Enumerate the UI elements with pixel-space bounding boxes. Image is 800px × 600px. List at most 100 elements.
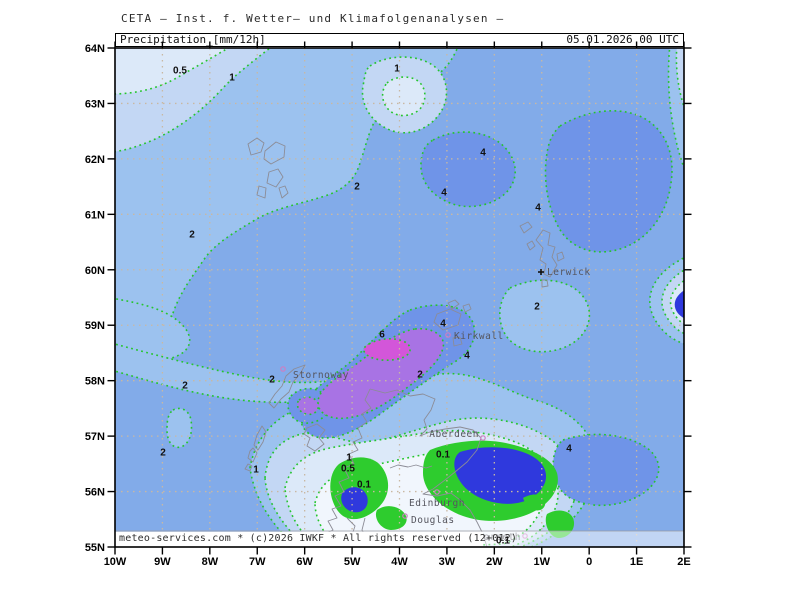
city-marker [280,366,286,372]
lon-tick-label: 1E [630,556,643,568]
map-graphic [253,425,267,451]
lat-tick-label: 59N [85,320,105,332]
contour-value-label: 2 [160,448,166,459]
map-graphic [166,407,193,449]
contour-value-label: 1 [394,64,400,75]
contour-value-label: 4 [480,148,486,159]
map-graphic [303,423,326,452]
map-graphic [535,229,558,278]
lon-tick-label: 7W [249,556,266,568]
credit-text: meteo-services.com * (c)2026 IWKF * All … [119,533,518,544]
map-graphic [324,388,372,547]
city-label: Aberdeen [429,429,479,440]
map-graphic [256,185,267,199]
lon-tick-label: 0 [586,556,592,568]
lat-tick-label: 56N [85,487,105,499]
map-graphic [381,76,426,117]
map-graphic [375,506,407,530]
lon-tick-label: 4W [391,556,408,568]
contour-value-label: 0.5 [173,66,187,77]
product-label: Precipitation_[mm/12h] [120,33,266,46]
map-graphic [447,299,460,310]
lat-tick-label: 63N [85,98,105,110]
map-graphic [115,48,230,95]
map-graphic [266,168,284,188]
map-graphic [462,303,472,313]
map-graphic [433,308,462,331]
contour-value-label: 4 [464,351,470,362]
map-canvas: Lerwick Kirkwall Stornoway Aberdeen Edinburg… [115,48,684,547]
page-title: CETA – Inst. f. Wetter– und Klimafolgena… [121,12,505,25]
lon-tick-label: 10W [104,556,127,568]
contour-value-label: 2 [534,302,540,313]
contour-value-label: 0.5 [341,464,355,475]
map-graphic [268,364,306,409]
city-label: Lerwick [547,267,591,278]
axis-ticks [107,41,692,555]
map-graphic [454,447,547,504]
city-label: Douglas [411,515,455,526]
map-graphic [317,327,445,420]
lat-tick-label: 61N [85,209,105,221]
credit-strip [115,530,684,547]
lat-tick-label: 55N [85,542,105,554]
lon-tick-label: 9W [154,556,171,568]
valid-datetime: 05.01.2026 00 UTC [566,33,679,46]
map-graphic [369,388,488,547]
map-graphic [389,464,433,469]
map-graphic [247,137,265,156]
contour-value-label: 2 [269,375,275,386]
city-marker [445,332,451,338]
graticule [115,48,684,547]
map-graphic [452,336,463,347]
lat-tick-label: 57N [85,431,105,443]
map-graphic [541,279,549,288]
map-graphic [341,487,368,513]
map-graphic [247,447,258,463]
map-graphic [523,494,546,511]
map-graphic [363,338,411,361]
map-graphic [244,463,253,472]
map-graphic [526,240,536,251]
city-marker [402,513,408,519]
contour-value-label: 1 [253,465,259,476]
lon-tick-label: 6W [296,556,313,568]
contour-value-label: 0.1 [357,480,371,491]
lon-tick-label: 1W [534,556,551,568]
contour-value-label: 2 [354,182,360,193]
lat-tick-label: 58N [85,376,105,388]
lon-tick-label: 5W [344,556,361,568]
map-graphic [544,110,673,253]
map-graphic [556,251,565,262]
city-marker [480,435,486,441]
lon-tick-label: 3W [439,556,456,568]
map-graphic [115,532,483,547]
lat-tick-label: 62N [85,154,105,166]
contour-value-label: 2 [182,381,188,392]
map-graphic [499,279,591,353]
city-label: Edinburgh [409,498,465,509]
map-graphic [263,141,286,165]
contour-value-label: 2 [189,230,195,241]
lat-tick-label: 60N [85,265,105,277]
contour-value-label: 4 [535,203,541,214]
fill-6mm-layer [296,327,445,420]
lon-tick-label: 2W [486,556,503,568]
map-graphic [278,185,289,199]
contour-value-label: 0.1 [496,536,510,547]
contour-value-label: 6 [379,330,385,341]
lon-tick-label: 8W [202,556,219,568]
contour-value-label: 4 [440,319,446,330]
map-graphic [115,297,191,362]
city-label: Stornoway [293,370,349,381]
lat-tick-label: 64N [85,43,105,55]
lon-tick-label: 2E [677,556,690,568]
map-graphic [420,131,516,208]
contour-value-label: 1 [229,73,235,84]
axis-tick-labels: 64N 63N 62N 61N 60N 59N 58N 57N 56N 55N 10W 9W 8W 7W 6… [85,43,691,568]
map-graphic [674,290,684,319]
map-graphic [675,48,684,110]
